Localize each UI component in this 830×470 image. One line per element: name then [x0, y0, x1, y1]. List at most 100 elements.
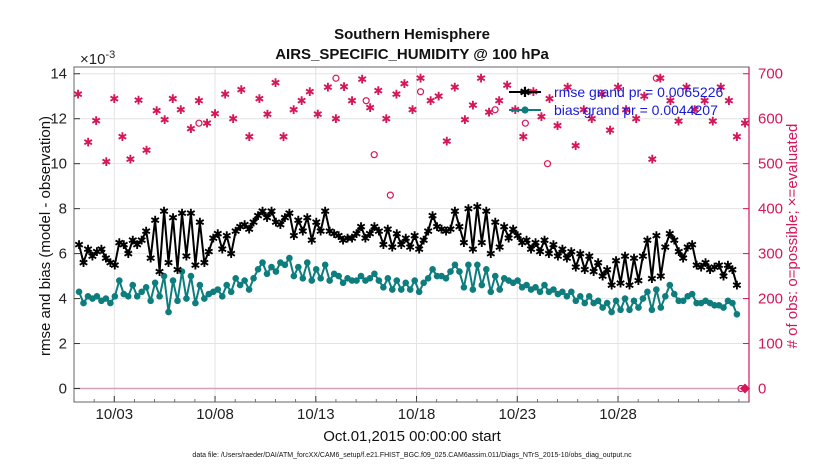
obs-evaluated-point: ✱	[73, 87, 83, 101]
obs-evaluated-point: ✱	[740, 117, 750, 131]
obs-possible-point	[386, 191, 394, 199]
rmse-series-point: ✱	[553, 249, 563, 263]
rmse-series-point: ✱	[539, 234, 549, 248]
bias-series-point	[496, 286, 504, 293]
obs-evaluated-point: ✱	[468, 99, 478, 113]
bias-series-point	[111, 293, 119, 300]
obs-evaluated-point: ✱	[297, 94, 307, 108]
rmse-series-point: ✱	[217, 243, 227, 257]
y-tick-label: 6	[59, 246, 67, 263]
rmse-series-point: ✱	[325, 225, 335, 239]
bias-series-point	[353, 277, 360, 284]
bias-series-point	[465, 261, 472, 269]
rmse-series-point: ✱	[280, 211, 290, 225]
rmse-series-point: ✱	[284, 207, 294, 221]
y-tick-label: 8	[59, 201, 67, 218]
rmse-series-point: ✱	[199, 256, 209, 270]
bias-series-point	[156, 293, 163, 300]
plot-area	[74, 67, 749, 402]
rmse-series-point: ✱	[181, 249, 191, 263]
rmse-series-point: ✱	[463, 202, 473, 216]
bias-series-point	[312, 266, 320, 273]
obs-evaluated-point: ✱	[365, 101, 375, 115]
obs-evaluated-point: ✱	[381, 112, 391, 126]
bias-series-point	[371, 270, 378, 278]
rmse-series-point: ✱	[490, 216, 500, 230]
obs-evaluated-point: ✱	[579, 103, 589, 117]
rmse-series-point: ✱	[620, 249, 630, 263]
y2-tick-label: 400	[758, 201, 783, 218]
obs-evaluated-point: ✱	[289, 103, 299, 117]
rmse-series-point: ✱	[320, 204, 330, 218]
rmse-series-point: ✱	[231, 225, 241, 239]
x-tick-label: 10/13	[297, 406, 335, 423]
rmse-series-point: ✱	[123, 247, 133, 261]
rmse-series-point: ✱	[481, 204, 491, 218]
y-scale-multiplier: ×10-3	[80, 49, 115, 68]
rmse-series-point: ✱	[101, 252, 111, 266]
obs-evaluated-point: ✱	[210, 107, 220, 121]
bias-series-point	[621, 295, 629, 302]
obs-evaluated-point: ✱	[142, 144, 152, 158]
bias-series-point	[482, 266, 490, 273]
rmse-series-point: ✱	[334, 229, 344, 243]
obs-evaluated-point: ✱	[724, 94, 734, 108]
rmse-series-point: ✱	[495, 240, 505, 254]
bias-series-point	[491, 272, 499, 280]
obs-evaluated-point: ✱	[673, 114, 683, 128]
bias-series-point	[612, 297, 620, 305]
bias-series-point	[415, 288, 423, 296]
rmse-series-point: ✱	[419, 234, 429, 248]
bias-series-point	[469, 286, 477, 293]
obs-evaluated-point: ✱	[700, 94, 710, 108]
bias-series-point	[585, 293, 593, 300]
bias-series-point	[603, 299, 611, 307]
bias-series-point	[389, 286, 396, 293]
bias-series-point	[608, 308, 615, 316]
bias-series-point	[648, 306, 656, 314]
bias-series-point	[411, 277, 418, 284]
bias-series-point	[442, 275, 450, 282]
obs-evaluated-point: ✱	[597, 87, 607, 101]
axes: 10/03 10/08 10/13 10/18 10/23 10/28 0 2 4 6 8 10 12 1…	[50, 66, 783, 423]
y-tick-label: 14	[50, 66, 67, 83]
obs-evaluated-point: ✱	[682, 81, 692, 95]
bias-series-point	[281, 261, 289, 269]
rmse-series-point: ✱	[128, 234, 138, 248]
bias-series-point	[617, 306, 624, 314]
obs-evaluated-point: ✱	[168, 92, 178, 106]
bias-series-point	[532, 284, 539, 291]
obs-evaluated-point: ✱	[313, 108, 323, 122]
bias-series-point	[536, 288, 544, 296]
rmse-series-point: ✱	[499, 220, 509, 234]
bias-series-point	[147, 297, 154, 305]
rmse-series-point: ✱	[423, 225, 433, 239]
obs-evaluated-point: ✱	[494, 94, 504, 108]
y-tick-label: 2	[59, 336, 67, 353]
bias-series-point	[326, 277, 333, 284]
obs-evaluated-point: ✱	[460, 113, 470, 127]
bias-series-point	[599, 304, 606, 311]
rmse-series-point: ✱	[204, 245, 214, 259]
rmse-series-point: ✱	[607, 279, 617, 293]
bias-series-point	[187, 272, 195, 280]
obs-possible-point	[362, 97, 370, 105]
rmse-series-point: ✱	[74, 238, 84, 252]
rmse-series-point: ✱	[208, 231, 218, 245]
rmse-series-point: ✱	[718, 270, 728, 284]
rmse-series-point: ✱	[235, 220, 245, 234]
obs-possible-point	[332, 74, 340, 82]
bias-series-point	[236, 281, 244, 289]
bias-series-point	[138, 288, 145, 296]
bias-series-point	[339, 279, 347, 287]
bias-series-point	[550, 286, 557, 293]
obs-evaluated-point: ✱	[502, 78, 512, 92]
bias-series-point	[268, 263, 275, 271]
series-layer: ✱✱✱✱✱✱✱✱✱✱✱✱✱✱✱✱✱✱✱✱✱✱✱✱✱✱✱✱✱✱✱✱✱✱✱✱✱✱✱✱…	[73, 72, 750, 394]
rmse-series-point: ✱	[96, 243, 106, 257]
rmse-series-point: ✱	[311, 216, 321, 230]
bias-series-point	[456, 268, 463, 275]
obs-evaluated-point: ✱	[305, 85, 315, 99]
bias-series-point	[670, 290, 678, 298]
bias-series-point	[429, 266, 436, 273]
